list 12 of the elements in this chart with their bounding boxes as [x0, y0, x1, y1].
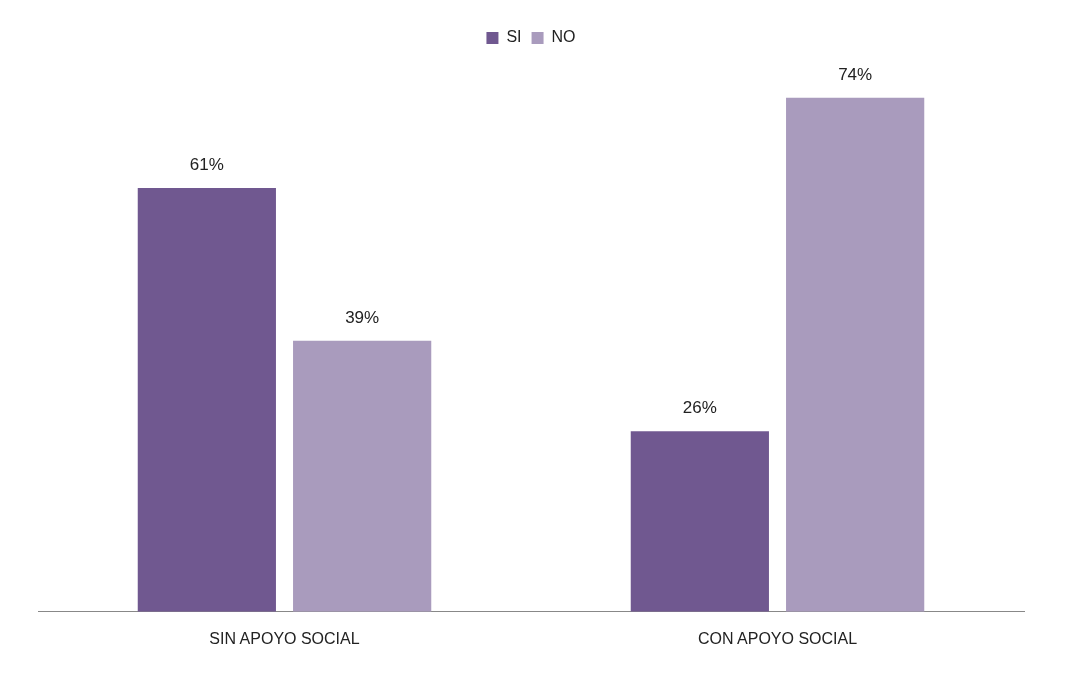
bar — [630, 431, 769, 612]
x-tick-label: CON APOYO SOCIAL — [697, 629, 858, 647]
bar — [137, 188, 276, 612]
data-label: 74% — [838, 64, 873, 84]
x-tick-label: SIN APOYO SOCIAL — [209, 629, 360, 647]
bar — [786, 97, 925, 612]
data-label: 26% — [682, 398, 717, 418]
legend-label: SI — [506, 28, 522, 46]
data-label: 61% — [189, 155, 224, 175]
bar — [293, 340, 432, 612]
legend-label: NO — [551, 28, 576, 46]
data-label: 39% — [345, 308, 380, 328]
